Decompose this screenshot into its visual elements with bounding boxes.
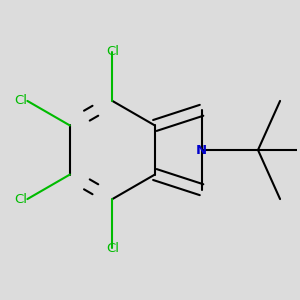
- Text: Cl: Cl: [14, 94, 27, 107]
- Text: Cl: Cl: [106, 45, 119, 58]
- Text: N: N: [196, 143, 207, 157]
- Text: Cl: Cl: [106, 242, 119, 255]
- Text: Cl: Cl: [14, 193, 27, 206]
